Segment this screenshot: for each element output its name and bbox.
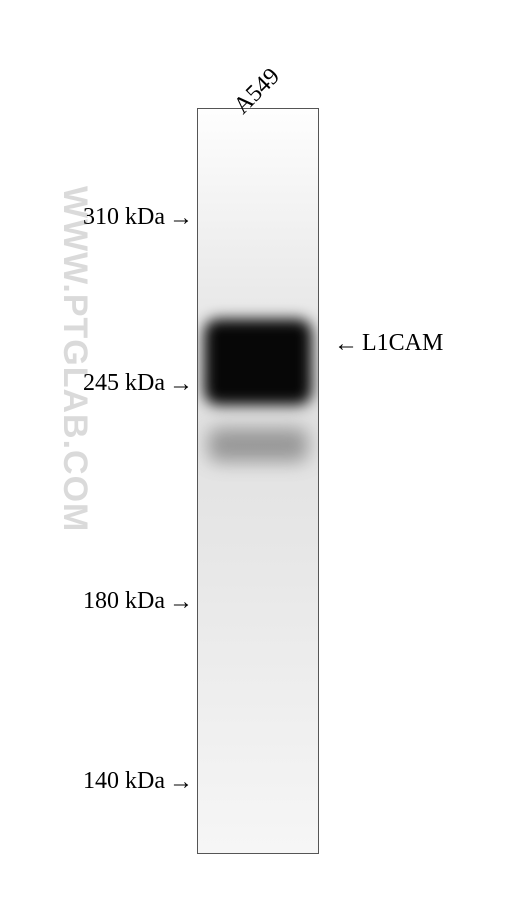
blot-lane <box>197 108 319 854</box>
watermark-text: WWW.PTGLAB.COM <box>55 186 94 532</box>
mw-text: 310 kDa <box>83 204 165 230</box>
mw-text: 245 kDa <box>83 370 165 396</box>
blot-container: WWW.PTGLAB.COM A549 310 kDa→245 kDa→180 … <box>0 0 530 900</box>
lane-gradient-segment <box>198 109 318 243</box>
arrow-right-icon: → <box>169 769 193 796</box>
mw-marker: 140 kDa→ <box>0 768 193 796</box>
lane-gradient-segment <box>198 392 318 556</box>
lane-gradient-segment <box>198 555 318 853</box>
mw-text: 140 kDa <box>83 768 165 794</box>
mw-marker: 180 kDa→ <box>0 588 193 616</box>
mw-text: 180 kDa <box>83 588 165 614</box>
mw-marker: 310 kDa→ <box>0 204 193 232</box>
mw-marker: 245 kDa→ <box>0 370 193 398</box>
blot-band <box>208 428 308 462</box>
blot-band <box>204 319 312 405</box>
target-label: ←L1CAM <box>334 330 443 358</box>
arrow-left-icon: ← <box>334 331 358 358</box>
target-text: L1CAM <box>362 330 443 356</box>
arrow-right-icon: → <box>169 205 193 232</box>
arrow-right-icon: → <box>169 371 193 398</box>
arrow-right-icon: → <box>169 589 193 616</box>
